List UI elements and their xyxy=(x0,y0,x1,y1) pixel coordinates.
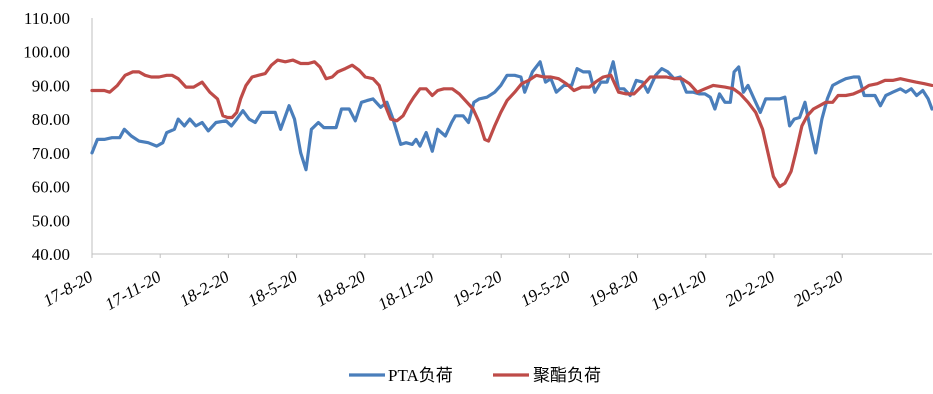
x-tick-label: 19-11-20 xyxy=(647,267,710,314)
y-tick-label: 110.00 xyxy=(24,9,70,28)
x-tick-label: 19-5-20 xyxy=(517,267,574,311)
x-tick-label: 18-8-20 xyxy=(313,267,370,311)
legend: PTA负荷 聚酯负荷 xyxy=(349,366,601,385)
x-axis-ticks: 17-8-20 17-11-20 18-2-20 18-5-20 18-8-20 18-1… xyxy=(40,254,847,314)
legend-label: 聚酯负荷 xyxy=(533,366,601,385)
y-tick-label: 100.00 xyxy=(23,43,70,62)
y-tick-label: 80.00 xyxy=(32,110,70,129)
y-tick-label: 60.00 xyxy=(32,178,70,197)
y-tick-label: 70.00 xyxy=(32,144,70,163)
y-tick-label: 40.00 xyxy=(32,245,70,264)
y-axis-ticks: 110.00 100.00 90.00 80.00 70.00 60.00 50.00 40.… xyxy=(23,9,70,264)
y-tick-label: 90.00 xyxy=(32,76,70,95)
series-line-polyester xyxy=(90,58,933,189)
x-tick-label: 18-11-20 xyxy=(375,267,438,314)
x-tick-label: 17-8-20 xyxy=(40,267,97,311)
x-tick-label: 20-2-20 xyxy=(722,267,779,311)
x-tick-label: 20-5-20 xyxy=(790,267,847,311)
series-lines xyxy=(90,58,933,189)
legend-label: PTA负荷 xyxy=(388,366,453,385)
y-tick-label: 50.00 xyxy=(32,211,70,230)
x-tick-label: 18-2-20 xyxy=(176,267,233,311)
x-tick-label: 17-11-20 xyxy=(102,267,165,314)
x-tick-label: 18-5-20 xyxy=(244,267,301,311)
x-tick-label: 19-2-20 xyxy=(449,267,506,311)
x-tick-label: 19-8-20 xyxy=(585,267,642,311)
